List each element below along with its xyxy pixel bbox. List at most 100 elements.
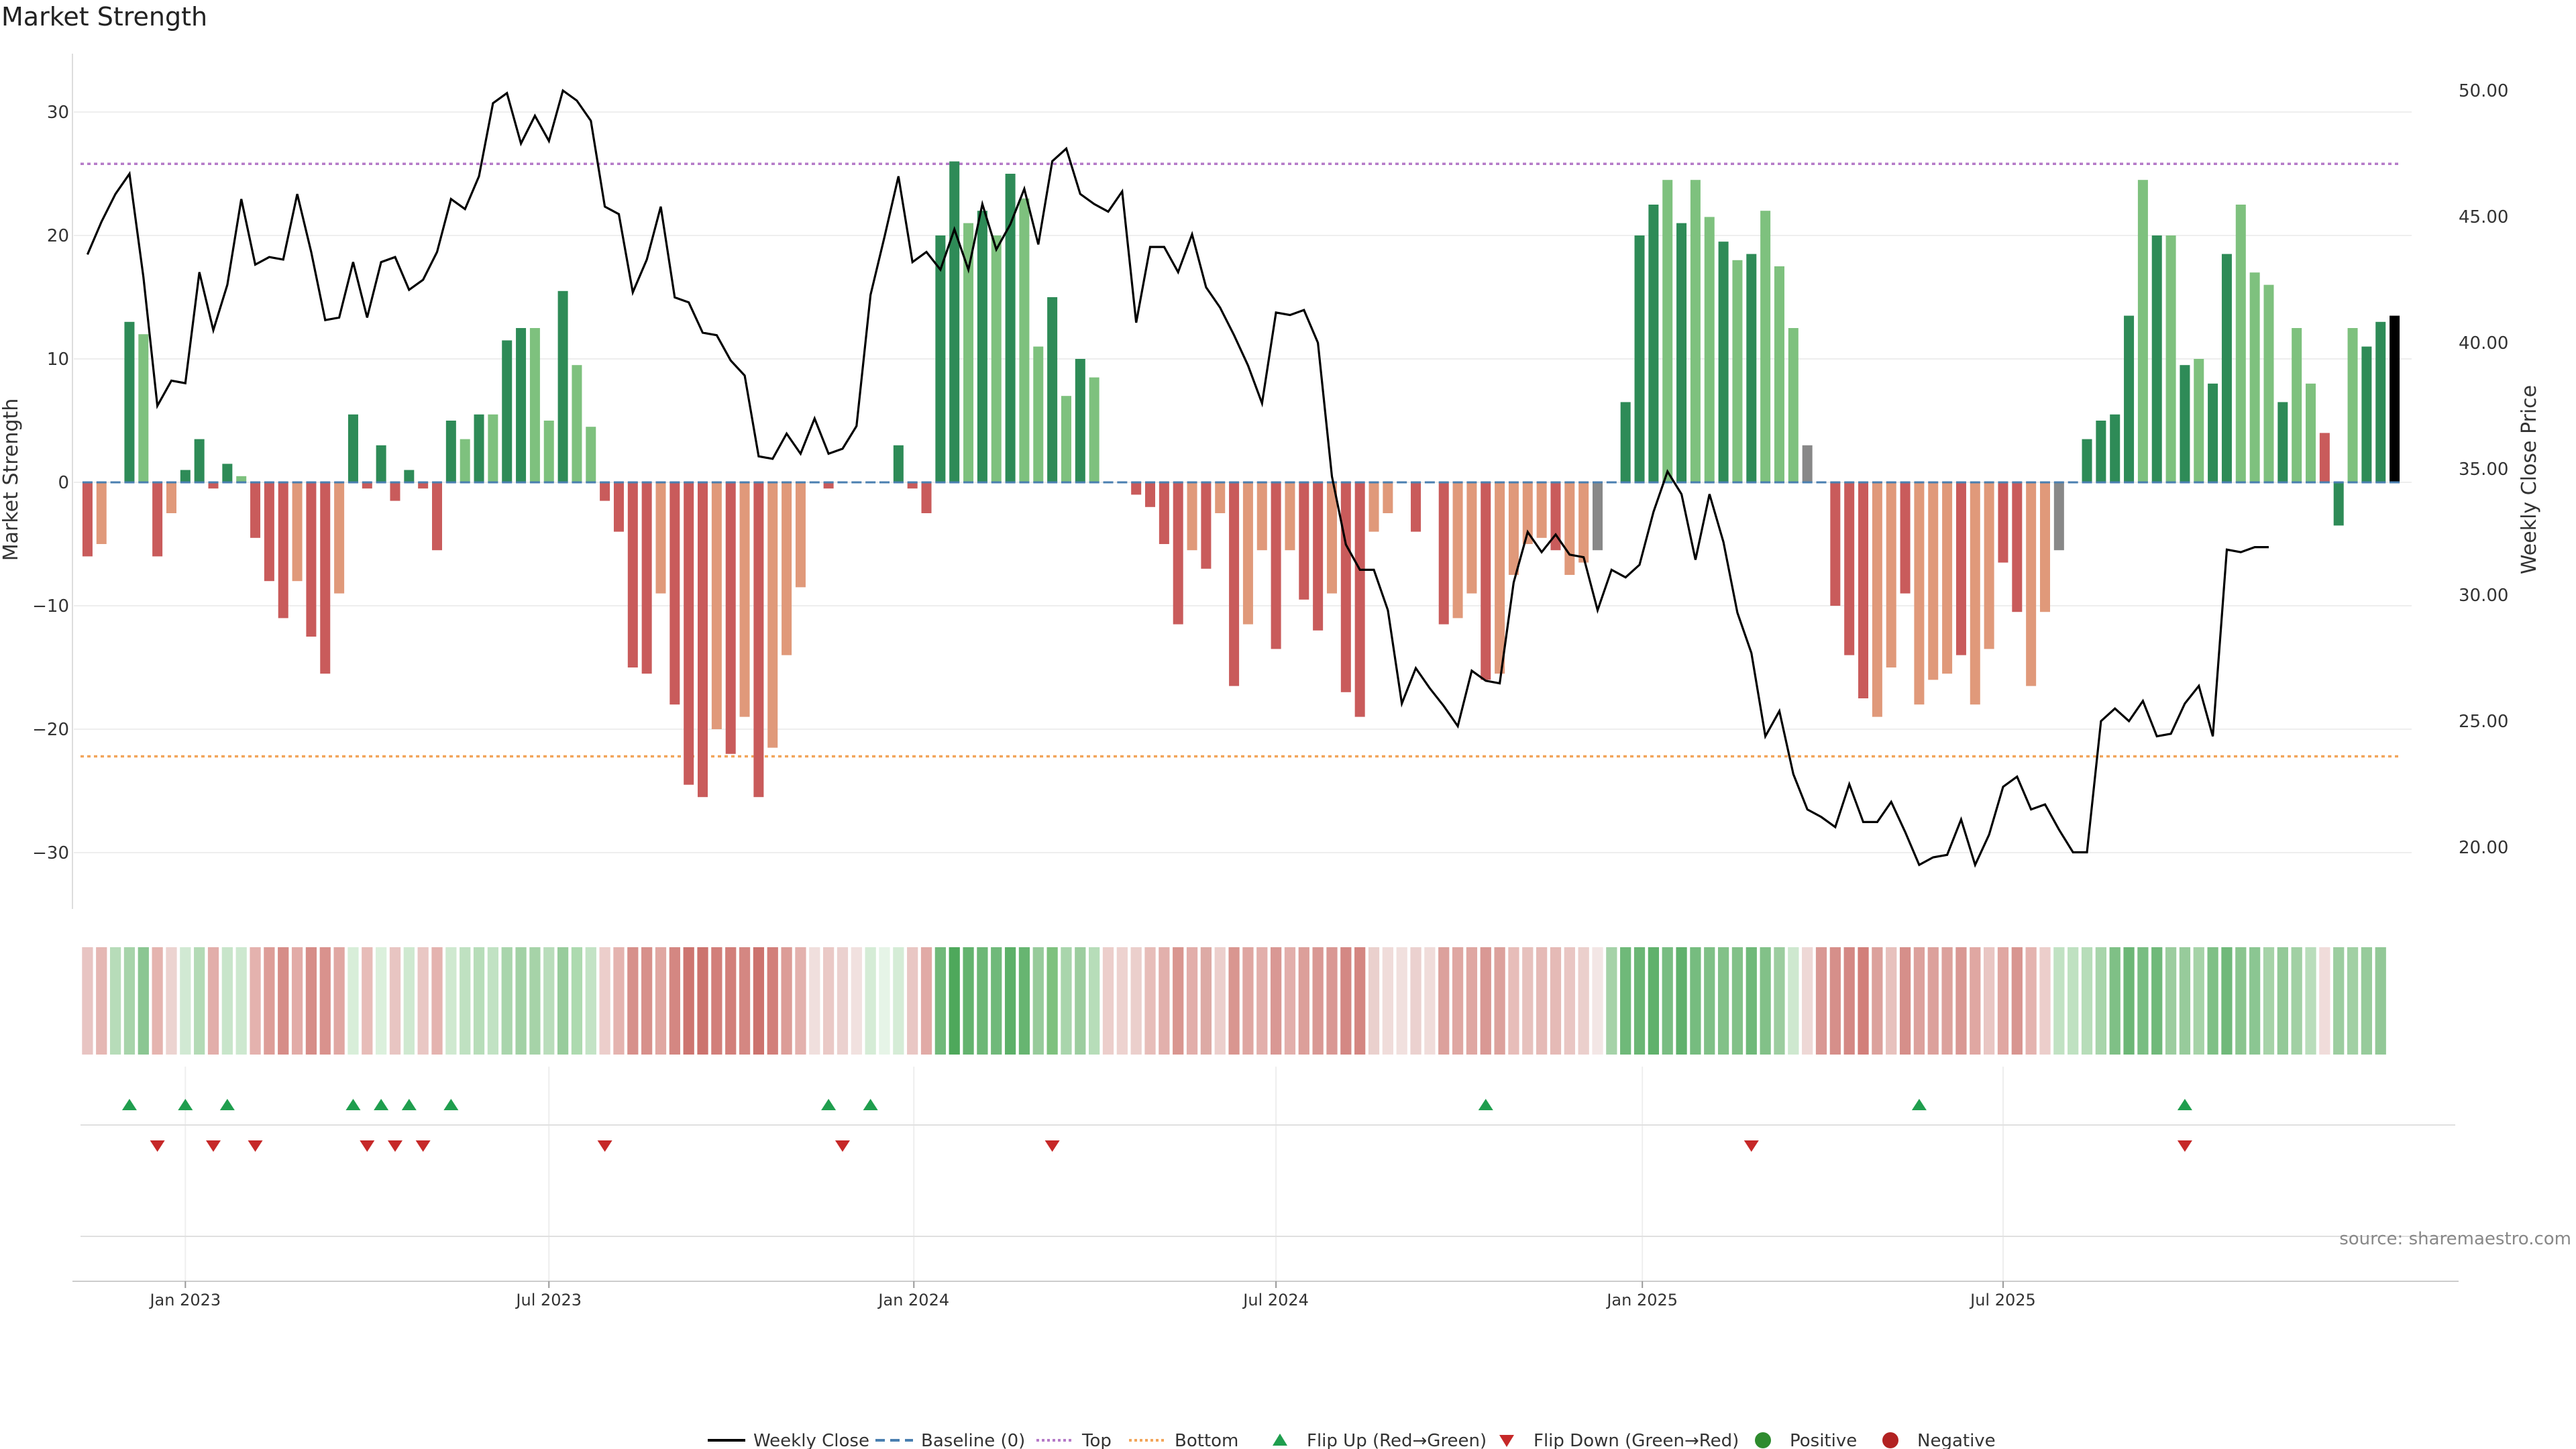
strength-bar [557,290,568,482]
strength-bar [739,482,750,717]
strength-bar [1662,180,1673,482]
strength-bar [2292,328,2302,482]
regime-cell [865,947,876,1055]
regime-cell [1159,947,1170,1055]
strength-bar [1326,482,1337,594]
strength-bar [2277,402,2288,482]
strength-bar [1802,445,1813,482]
regime-cell [641,947,653,1055]
regime-cell [949,947,960,1055]
regime-cell [1004,947,1016,1055]
regime-cell [1018,947,1030,1055]
regime-cell [445,947,457,1055]
regime-cell [697,947,708,1055]
strength-bar [292,482,303,582]
regime-cell [711,947,722,1055]
regime-cell [963,947,974,1055]
regime-cell [1032,947,1044,1055]
regime-cell [1228,947,1240,1055]
strength-bar [306,482,317,637]
strength-bar [1858,482,1869,698]
regime-cell [920,947,932,1055]
regime-cell [1382,947,1393,1055]
regime-cell [460,947,471,1055]
strength-bar [1942,482,1953,674]
y2-axis-label: Weekly Close Price [2518,385,2541,574]
flip-down-marker [248,1140,263,1152]
strength-bar [1075,359,1085,482]
strength-bar [1578,482,1589,563]
strength-bar [1005,174,1016,482]
regime-cell [166,947,177,1055]
regime-cell [1410,947,1421,1055]
regime-cell [2207,947,2218,1055]
regime-cell [1424,947,1436,1055]
regime-cell [529,947,541,1055]
regime-cell [2193,947,2204,1055]
flip-up-marker [219,1099,235,1110]
strength-bar [1774,266,1784,482]
strength-bar [152,482,163,557]
strength-bar [1998,482,2008,563]
strength-bar [1256,482,1267,551]
flip-up-marker [121,1099,137,1110]
strength-bar [2110,414,2121,482]
strength-bar [2208,383,2218,482]
strength-bar [893,445,904,482]
regime-cell [837,947,849,1055]
strength-bar [1914,482,1925,705]
strength-bar [1466,482,1477,594]
strength-bar [1955,482,1966,655]
strength-bar [935,235,946,482]
regime-cell [2039,947,2051,1055]
strength-bar [1550,482,1561,551]
strength-bar [1872,482,1882,717]
strength-bar [1522,482,1533,544]
regime-cell [1480,947,1491,1055]
strength-bar [655,482,666,594]
regime-cell [1746,947,1757,1055]
y-tick-label: −20 [32,720,69,740]
strength-bar [991,235,1002,482]
strength-bar [1033,346,1044,482]
strength-bar [1299,482,1309,600]
strength-bar [1452,482,1463,619]
y-tick-label: 0 [58,473,69,493]
regime-cell [977,947,988,1055]
legend-label: Negative [1917,1431,1996,1449]
regime-cell [1173,947,1184,1055]
y-tick-label: 30 [47,103,69,123]
regime-cell [1704,947,1715,1055]
strength-bar [823,482,834,489]
y2-tick-label: 50.00 [2459,81,2508,101]
regime-cell [1550,947,1562,1055]
regime-cell [1186,947,1198,1055]
regime-cell [1046,947,1058,1055]
x-tick-label: Jul 2025 [1969,1291,2036,1309]
regime-cell [543,947,555,1055]
strength-bar [1984,482,1994,649]
flip-up-marker [178,1099,193,1110]
regime-cell [822,947,835,1055]
flip-down-marker [597,1140,612,1152]
strength-bar [2235,205,2246,482]
regime-cell [2249,947,2261,1055]
strength-bar [347,414,358,482]
regime-cell [1899,947,1911,1055]
flip-up-marker [2177,1099,2192,1110]
strength-bar [96,482,107,544]
strength-bar [1593,482,1603,551]
regime-cell [1955,947,1967,1055]
strength-bar [138,334,149,482]
strength-bar [1676,223,1687,482]
strength-bar [1159,482,1169,544]
strength-bar [795,482,806,588]
strength-bar [767,482,778,748]
strength-bar [753,482,764,798]
regime-cell [627,947,639,1055]
flip-down-marker [387,1140,402,1152]
regime-cell [109,947,121,1055]
flip-down-marker [360,1140,375,1152]
x-tick-label: Jul 2023 [515,1291,582,1309]
regime-cell [2263,947,2275,1055]
